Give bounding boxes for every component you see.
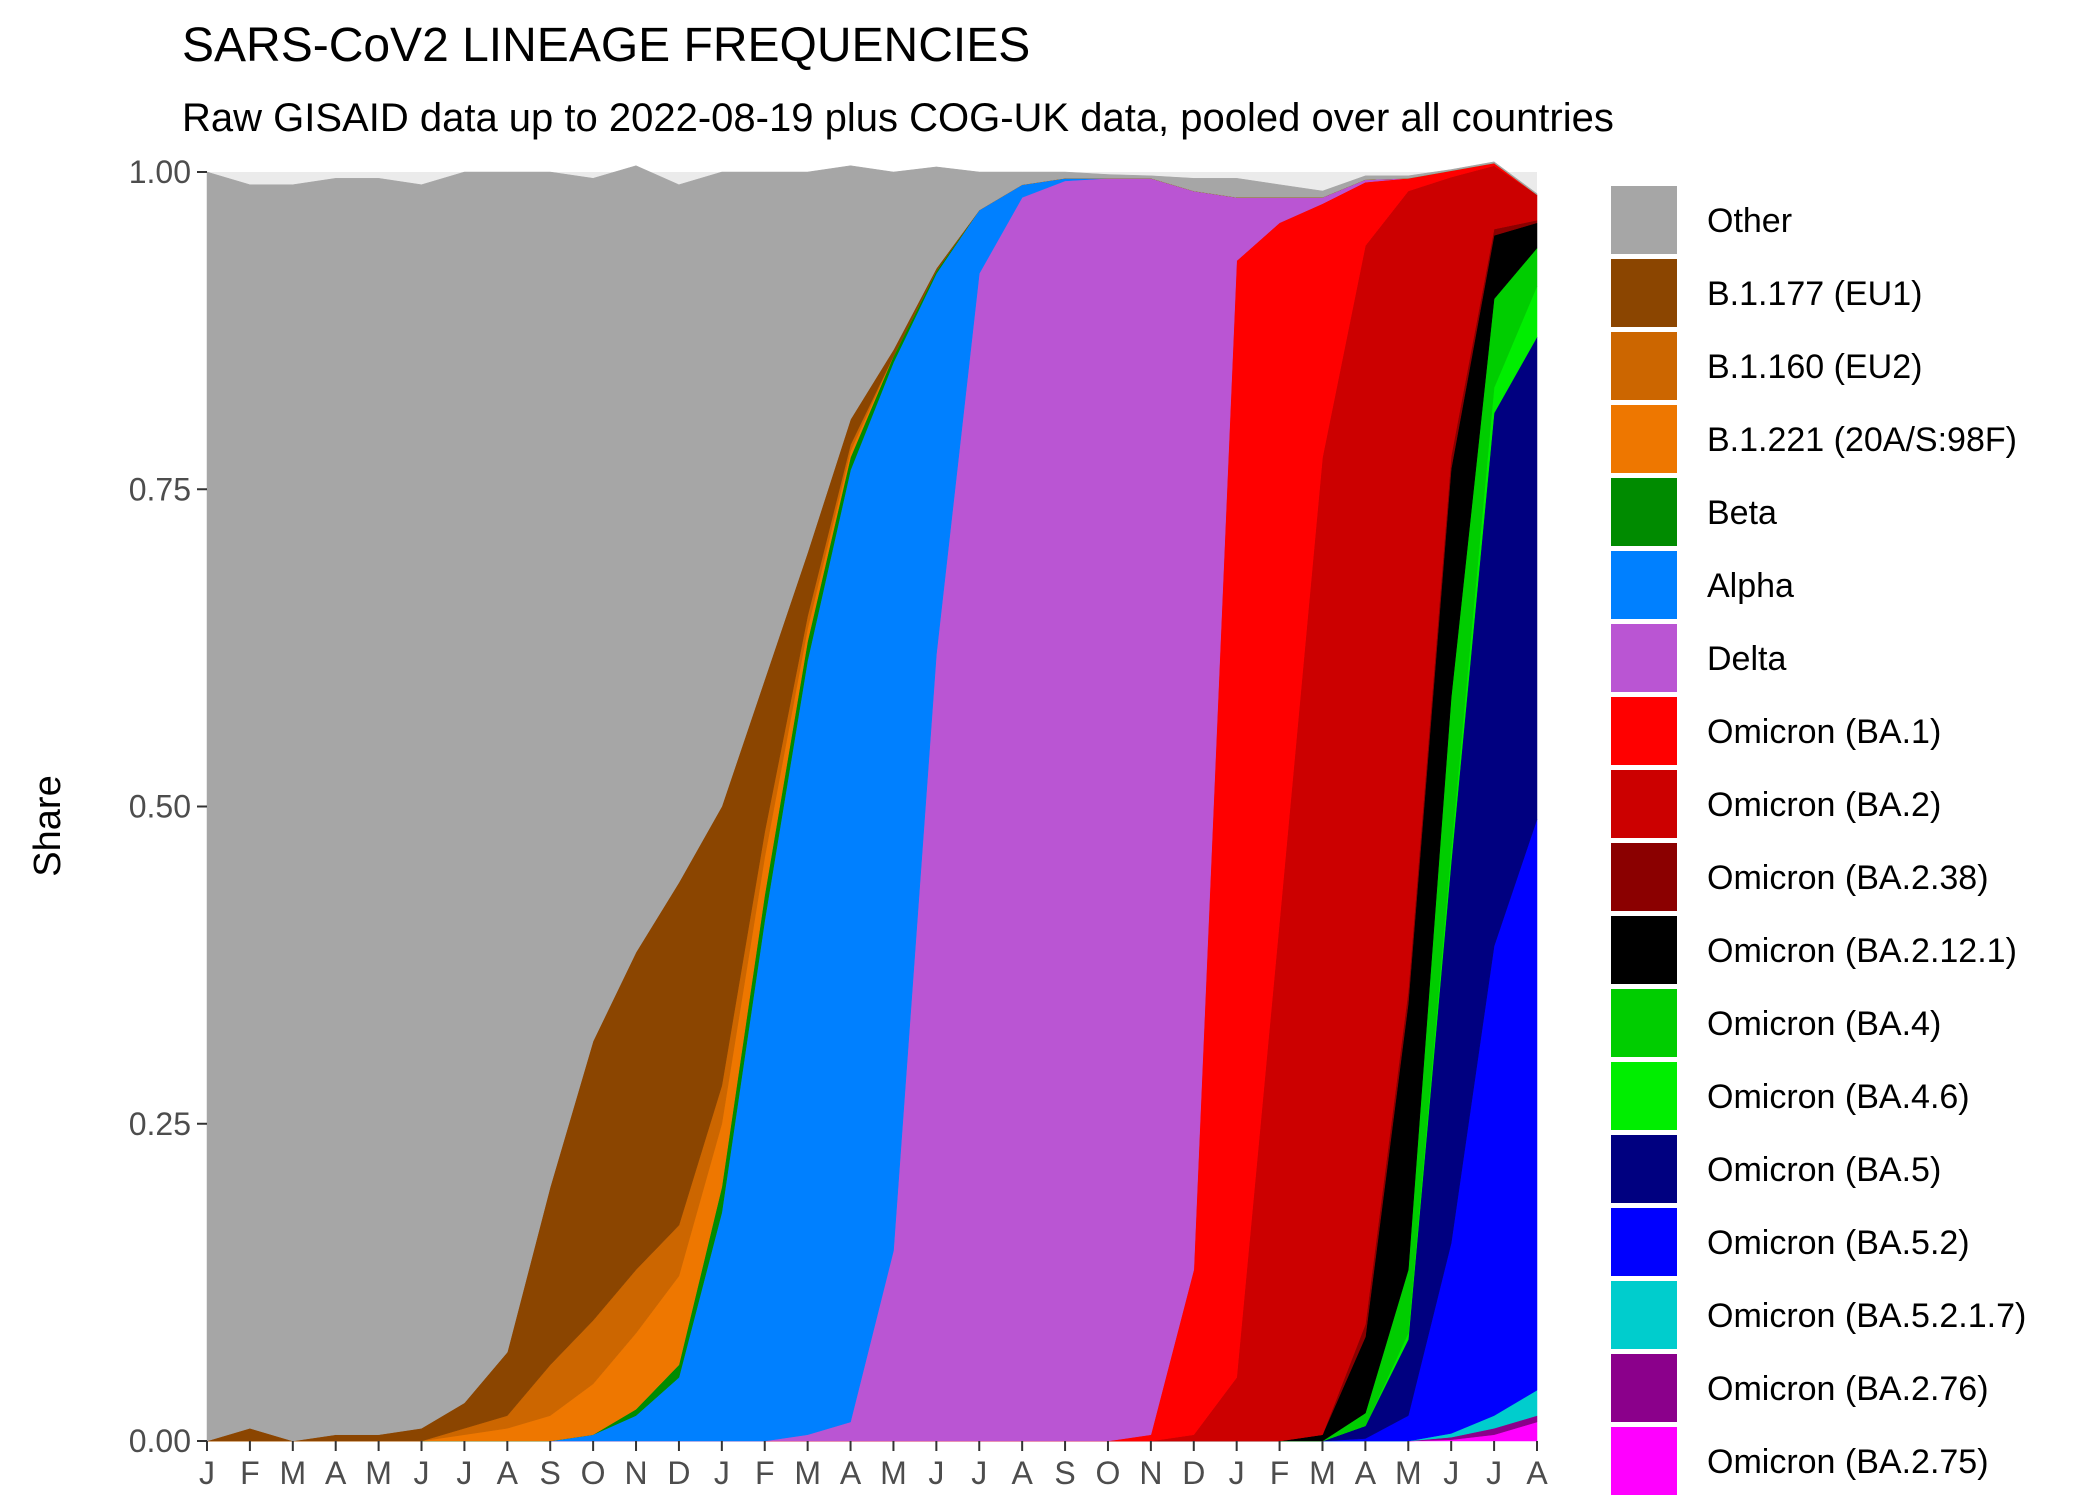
y-tick-label: 0.75: [129, 471, 191, 507]
x-tick-label: A: [325, 1455, 347, 1491]
legend-label-omicron-ba-2-76: Omicron (BA.2.76): [1707, 1370, 1989, 1408]
chart-title: SARS-CoV2 LINEAGE FREQUENCIES: [182, 19, 1031, 72]
x-tick-label: A: [840, 1455, 862, 1491]
x-tick-label: M: [1395, 1455, 1422, 1491]
legend: Other B.1.177 (EU1) B.1.160 (EU2) B.1.221 (…: [1611, 186, 2026, 1495]
legend-key-b-1-221-20a-s-98f: [1611, 405, 1677, 473]
legend-label-omicron-ba-2-12-1: Omicron (BA.2.12.1): [1707, 932, 2017, 970]
x-tick-label: J: [199, 1455, 215, 1491]
x-tick-label: M: [1309, 1455, 1336, 1491]
legend-key-omicron-ba-2-12-1: [1611, 916, 1677, 984]
x-tick-label: N: [1139, 1455, 1162, 1491]
x-tick-label: M: [365, 1455, 392, 1491]
legend-key-omicron-ba-2-75: [1611, 1427, 1677, 1495]
chart-subtitle: Raw GISAID data up to 2022-08-19 plus CO…: [182, 96, 1614, 140]
x-tick-label: A: [497, 1455, 519, 1491]
x-tick-label: M: [279, 1455, 306, 1491]
x-tick-label: F: [240, 1455, 260, 1491]
legend-key-b-1-160-eu2: [1611, 332, 1677, 400]
legend-label-other: Other: [1707, 202, 1792, 240]
x-tick-label: J: [414, 1455, 430, 1491]
legend-label-omicron-ba-5: Omicron (BA.5): [1707, 1151, 1941, 1189]
legend-label-beta: Beta: [1707, 494, 1777, 532]
x-tick-label: A: [1011, 1455, 1033, 1491]
legend-label-b-1-160-eu2: B.1.160 (EU2): [1707, 348, 1922, 386]
x-tick-label: J: [1443, 1455, 1459, 1491]
x-tick-label: J: [928, 1455, 944, 1491]
x-tick-label: J: [971, 1455, 987, 1491]
legend-label-alpha: Alpha: [1707, 567, 1794, 605]
x-tick-label: O: [581, 1455, 606, 1491]
x-tick-label: D: [1182, 1455, 1205, 1491]
x-tick-label: A: [1355, 1455, 1377, 1491]
legend-key-omicron-ba-4-6: [1611, 1062, 1677, 1130]
legend-key-beta: [1611, 478, 1677, 546]
x-tick-label: N: [624, 1455, 647, 1491]
legend-label-b-1-221-20a-s-98f: B.1.221 (20A/S:98F): [1707, 421, 2017, 459]
legend-label-omicron-ba-4: Omicron (BA.4): [1707, 1005, 1941, 1043]
legend-key-omicron-ba-2-38: [1611, 843, 1677, 911]
legend-label-omicron-ba-2-38: Omicron (BA.2.38): [1707, 859, 1989, 897]
legend-key-omicron-ba-5-2-1-7: [1611, 1281, 1677, 1349]
legend-label-omicron-ba-5-2-1-7: Omicron (BA.5.2.1.7): [1707, 1297, 2026, 1335]
y-tick-label: 1.00: [129, 154, 191, 190]
x-tick-label: J: [1229, 1455, 1245, 1491]
x-tick-label: J: [1486, 1455, 1502, 1491]
legend-key-omicron-ba-2-76: [1611, 1354, 1677, 1422]
legend-label-omicron-ba-2: Omicron (BA.2): [1707, 786, 1941, 824]
y-tick-label: 0.50: [129, 789, 191, 825]
legend-key-other: [1611, 186, 1677, 254]
series-area-other: [206, 161, 1538, 1442]
x-tick-label: J: [456, 1455, 472, 1491]
y-axis: 0.00 0.25 0.50 0.75 1.00: [129, 154, 207, 1459]
legend-label-omicron-ba-5-2: Omicron (BA.5.2): [1707, 1224, 1970, 1262]
x-tick-label: O: [1096, 1455, 1121, 1491]
legend-key-omicron-ba-1: [1611, 697, 1677, 765]
x-tick-label: F: [755, 1455, 775, 1491]
legend-key-omicron-ba-5: [1611, 1135, 1677, 1203]
legend-label-delta: Delta: [1707, 640, 1786, 678]
x-tick-label: A: [1526, 1455, 1548, 1491]
legend-label-omicron-ba-2-75: Omicron (BA.2.75): [1707, 1443, 1989, 1481]
x-tick-label: S: [540, 1455, 561, 1491]
x-tick-label: M: [794, 1455, 821, 1491]
y-axis-title: Share: [27, 775, 69, 876]
x-tick-label: F: [1270, 1455, 1290, 1491]
legend-label-b-1-177-eu1: B.1.177 (EU1): [1707, 275, 1922, 313]
y-tick-label: 0.25: [129, 1106, 191, 1142]
x-tick-label: S: [1054, 1455, 1075, 1491]
legend-key-alpha: [1611, 551, 1677, 619]
y-tick-label: 0.00: [129, 1423, 191, 1459]
legend-key-b-1-177-eu1: [1611, 259, 1677, 327]
x-tick-label: M: [880, 1455, 907, 1491]
legend-key-delta: [1611, 624, 1677, 692]
plot-area: [206, 161, 1538, 1442]
x-tick-label: J: [714, 1455, 730, 1491]
legend-key-omicron-ba-4: [1611, 989, 1677, 1057]
legend-key-omicron-ba-2: [1611, 770, 1677, 838]
legend-label-omicron-ba-1: Omicron (BA.1): [1707, 713, 1941, 751]
legend-label-omicron-ba-4-6: Omicron (BA.4.6): [1707, 1078, 1970, 1116]
legend-key-omicron-ba-5-2: [1611, 1208, 1677, 1276]
x-tick-label: D: [667, 1455, 690, 1491]
